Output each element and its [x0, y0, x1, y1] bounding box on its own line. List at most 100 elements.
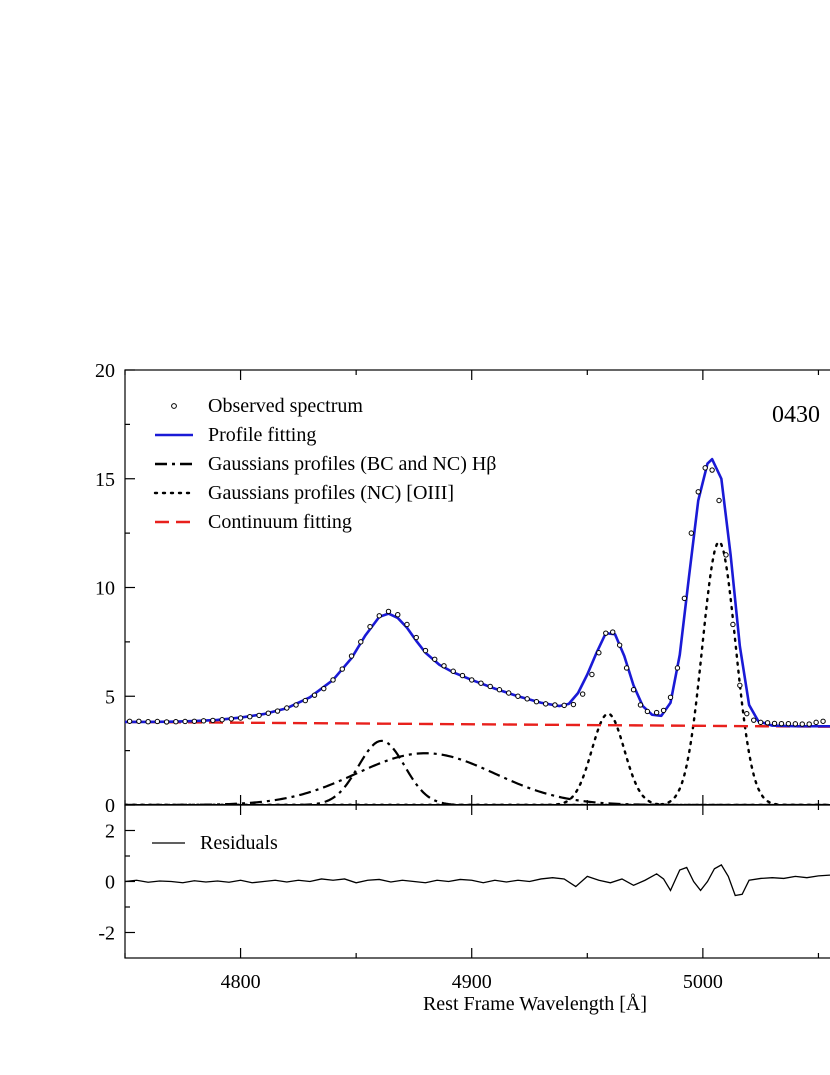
observed-point	[413, 634, 419, 641]
legend-label: Profile fitting	[208, 424, 316, 446]
observed-point	[136, 718, 142, 724]
observed-point	[533, 698, 540, 705]
legend-label: Gaussians profiles (NC) [OIII]	[208, 482, 454, 504]
observed-point	[744, 710, 750, 717]
main-legend: Observed spectrum Profile fitting Gaussian…	[153, 395, 496, 533]
observed-point	[771, 720, 778, 727]
observed-point	[376, 613, 382, 619]
residuals-data-layer	[125, 864, 830, 897]
y-tick-label: 0	[105, 795, 115, 817]
observed-point	[695, 489, 701, 495]
x-axis-label: Rest Frame Wavelength [Å]	[423, 993, 647, 1015]
x-tick-label: 5000	[683, 971, 723, 993]
observed-point	[603, 630, 609, 636]
observed-point	[778, 720, 785, 727]
observed-point	[478, 680, 484, 686]
observed-point	[191, 718, 198, 724]
observed-point	[610, 629, 616, 635]
observed-point	[813, 719, 819, 726]
observed-point	[667, 694, 674, 701]
observed-point	[616, 642, 623, 648]
oiii-gaussian-line	[125, 712, 830, 805]
legend-label: Observed spectrum	[208, 395, 363, 417]
observed-point	[200, 718, 207, 724]
observed-point	[524, 696, 530, 702]
observed-point	[469, 677, 475, 683]
observed-point	[806, 721, 812, 727]
observed-point	[228, 716, 235, 722]
observed-point	[496, 687, 503, 693]
y-tick-label: 10	[95, 578, 115, 600]
observed-point	[311, 692, 318, 698]
observed-point	[256, 712, 262, 719]
observed-point	[596, 650, 602, 656]
legend-label: Continuum fitting	[208, 511, 352, 533]
residual-y-tick-label: 0	[105, 872, 115, 894]
observed-point	[487, 683, 493, 690]
observed-point	[552, 702, 558, 708]
main-panel: 0 5 10 15 20	[95, 360, 830, 817]
observed-point	[785, 720, 792, 727]
observed-point	[764, 720, 771, 726]
observed-point	[450, 668, 456, 674]
observed-point	[570, 701, 577, 708]
observed-point	[265, 710, 272, 716]
observed-point	[637, 702, 644, 708]
legend-label: Gaussians profiles (BC and NC) Hβ	[208, 453, 496, 475]
legend-label-residuals: Residuals	[200, 832, 278, 854]
observed-point	[723, 552, 729, 558]
observed-point	[422, 647, 429, 654]
y-tick-label: 5	[105, 686, 115, 708]
observed-point	[644, 708, 651, 715]
observed-point	[348, 653, 355, 659]
residual-y-tick-label: 2	[105, 821, 115, 843]
hbeta-gaussian-line	[125, 739, 830, 805]
observed-point	[219, 717, 225, 723]
observed-point	[757, 719, 764, 726]
residuals-legend: Residuals	[152, 832, 278, 854]
observed-point	[358, 639, 364, 645]
observed-point	[623, 665, 630, 671]
observed-point	[542, 701, 549, 707]
observed-point	[589, 671, 595, 678]
residual-y-tick-label: -2	[98, 923, 115, 945]
hbeta-gaussian-line	[125, 752, 830, 805]
observed-point	[247, 713, 253, 720]
residuals-panel: -2 0 2 4800 4900 5000	[98, 804, 830, 993]
observed-point	[792, 721, 799, 727]
residuals-line	[125, 864, 830, 897]
observed-point	[237, 715, 244, 721]
observed-point	[385, 608, 392, 615]
observed-point	[737, 682, 743, 689]
observed-point	[330, 677, 336, 683]
observed-point	[441, 663, 447, 669]
observed-point	[579, 691, 586, 697]
observed-point	[688, 530, 695, 536]
observed-point	[709, 467, 715, 473]
y-tick-label: 15	[95, 469, 115, 491]
observed-point	[163, 719, 170, 725]
observed-point	[126, 718, 133, 724]
observed-point	[674, 665, 681, 671]
oiii-gaussian-line	[125, 540, 830, 805]
observed-point	[716, 497, 722, 504]
observed-point	[182, 718, 188, 725]
observed-point	[681, 595, 688, 602]
observed-point	[459, 672, 466, 679]
observed-point	[395, 611, 401, 618]
legend-marker-observed	[171, 403, 177, 409]
observed-point	[173, 718, 179, 725]
observed-point	[321, 685, 327, 692]
observed-point	[154, 718, 161, 725]
observed-point	[702, 465, 708, 471]
observed-point	[515, 693, 521, 699]
observed-point	[799, 721, 805, 727]
observed-point	[820, 718, 826, 724]
x-tick-label: 4800	[221, 971, 261, 993]
continuum-fit-line	[125, 720, 830, 728]
observed-point	[367, 623, 373, 630]
spectrum-id-annotation: 0430	[772, 402, 820, 428]
observed-point	[293, 702, 299, 708]
observed-point	[561, 702, 567, 709]
